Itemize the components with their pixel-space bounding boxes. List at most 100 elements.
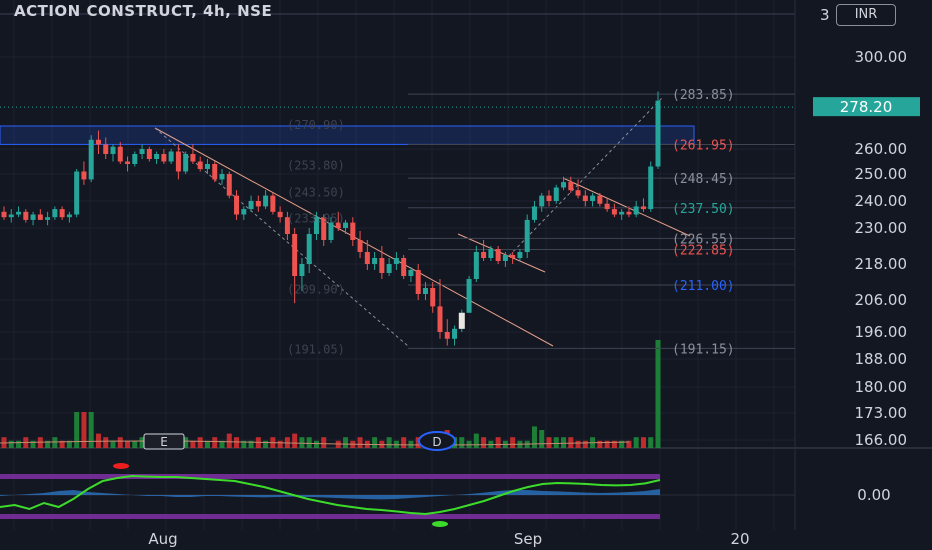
volume-bar xyxy=(604,440,610,448)
volume-bar xyxy=(59,440,65,448)
osc-signal-line xyxy=(0,474,661,516)
volume-bar xyxy=(372,437,378,448)
candle-body xyxy=(561,182,567,188)
candle-body xyxy=(255,201,261,207)
supply-zone-box xyxy=(0,125,695,145)
candle-body xyxy=(633,206,639,215)
candle-body xyxy=(263,195,269,207)
candle-body xyxy=(183,154,189,172)
volume-bar xyxy=(597,440,603,448)
ghost-level-label: (209.90) xyxy=(287,282,345,296)
volume-bar xyxy=(619,440,625,448)
volume-bar xyxy=(45,440,51,448)
candle-body xyxy=(488,249,494,258)
candle-body xyxy=(16,211,22,215)
candle-body xyxy=(226,174,232,196)
volume-bar xyxy=(226,433,232,448)
channel-line xyxy=(457,233,546,273)
trendlines[interactable] xyxy=(0,93,795,349)
candle-body xyxy=(103,144,109,154)
level-labels: (283.85) (261.95) (248.45) (237.50) (226.55)… xyxy=(287,88,735,357)
volume-bar xyxy=(561,437,567,448)
level-label: (237.50) xyxy=(672,202,735,217)
symbol-title[interactable]: ACTION CONSTRUCT, 4h, NSE xyxy=(14,2,273,20)
volume-bar xyxy=(219,440,225,448)
candle-body xyxy=(88,139,94,180)
currency-button[interactable]: INR xyxy=(836,4,896,26)
candle-body xyxy=(619,211,625,215)
candle-body xyxy=(626,211,632,215)
candle-body xyxy=(204,164,210,169)
candle-body xyxy=(415,270,421,294)
candle-body xyxy=(313,217,319,234)
candle-body xyxy=(553,187,559,201)
last-price-badge xyxy=(813,97,920,117)
price-axis[interactable]: 300.00 260.00 250.00 240.00 230.00 218.00 206.… xyxy=(813,6,920,504)
candle-body xyxy=(379,258,385,273)
last-price-value: 278.20 xyxy=(840,98,893,116)
volume-bar xyxy=(306,437,312,448)
supply-zone[interactable] xyxy=(0,125,695,145)
candle-body xyxy=(284,217,290,234)
volume-bar xyxy=(531,426,537,448)
osc-peak-marker xyxy=(113,463,129,469)
candle-body xyxy=(161,154,167,162)
candle-body xyxy=(611,209,617,215)
candle-body xyxy=(582,195,588,201)
volume-bar xyxy=(459,437,465,448)
volume-bar xyxy=(401,437,407,448)
fib-diagonal xyxy=(154,127,409,347)
candle-body xyxy=(364,252,370,264)
candle-body xyxy=(422,288,428,294)
candle-body xyxy=(350,222,356,240)
volume-bar xyxy=(481,437,487,448)
volume-bar xyxy=(582,440,588,448)
candle-body xyxy=(125,161,131,164)
volume-bar xyxy=(408,440,414,448)
ghost-level-label: (270.90) xyxy=(287,118,345,132)
candle-body xyxy=(510,255,516,258)
candle-body xyxy=(1,211,7,218)
candle-body xyxy=(357,240,363,252)
osc-histogram-area xyxy=(0,489,660,500)
fib-diagonal xyxy=(504,97,663,261)
candle-body xyxy=(8,214,14,218)
price-axis-label: 206.00 xyxy=(855,291,908,309)
candle-body xyxy=(277,211,283,218)
ghost-level-label: (233.95) xyxy=(287,211,345,225)
candle-body xyxy=(328,222,334,240)
price-axis-label: 218.00 xyxy=(855,255,908,273)
dividend-marker-label: D xyxy=(432,435,441,449)
price-axis-label: 188.00 xyxy=(855,350,908,368)
volume-bar xyxy=(241,440,247,448)
volume-bar xyxy=(640,437,646,448)
candle-body xyxy=(495,249,501,261)
candle-body xyxy=(110,146,116,154)
candle-body xyxy=(321,217,327,240)
price-axis-label: 196.00 xyxy=(855,323,908,341)
volume-bar xyxy=(357,437,363,448)
ghost-level-label: (243.50) xyxy=(287,186,345,200)
volume-bar xyxy=(212,437,218,448)
candle-body xyxy=(408,270,414,276)
candle-body xyxy=(81,171,87,180)
candle-body xyxy=(648,166,654,210)
candle-body xyxy=(52,209,58,218)
candle-body xyxy=(452,328,458,339)
level-label: (226.55) xyxy=(672,232,735,247)
volume-bar xyxy=(473,433,479,448)
volume-bar xyxy=(313,440,319,448)
price-axis-label: 180.00 xyxy=(855,378,908,396)
volume-bar xyxy=(539,430,545,448)
time-axis-label: 20 xyxy=(730,530,749,548)
level-label: (248.45) xyxy=(672,172,735,187)
volume-bar xyxy=(575,440,581,448)
candle-body xyxy=(132,154,138,164)
volume-bar xyxy=(88,412,94,448)
candle-body xyxy=(546,195,552,201)
candle-body xyxy=(401,258,407,276)
time-axis[interactable]: Aug Sep 20 xyxy=(148,530,749,548)
volume-bar xyxy=(568,437,574,448)
